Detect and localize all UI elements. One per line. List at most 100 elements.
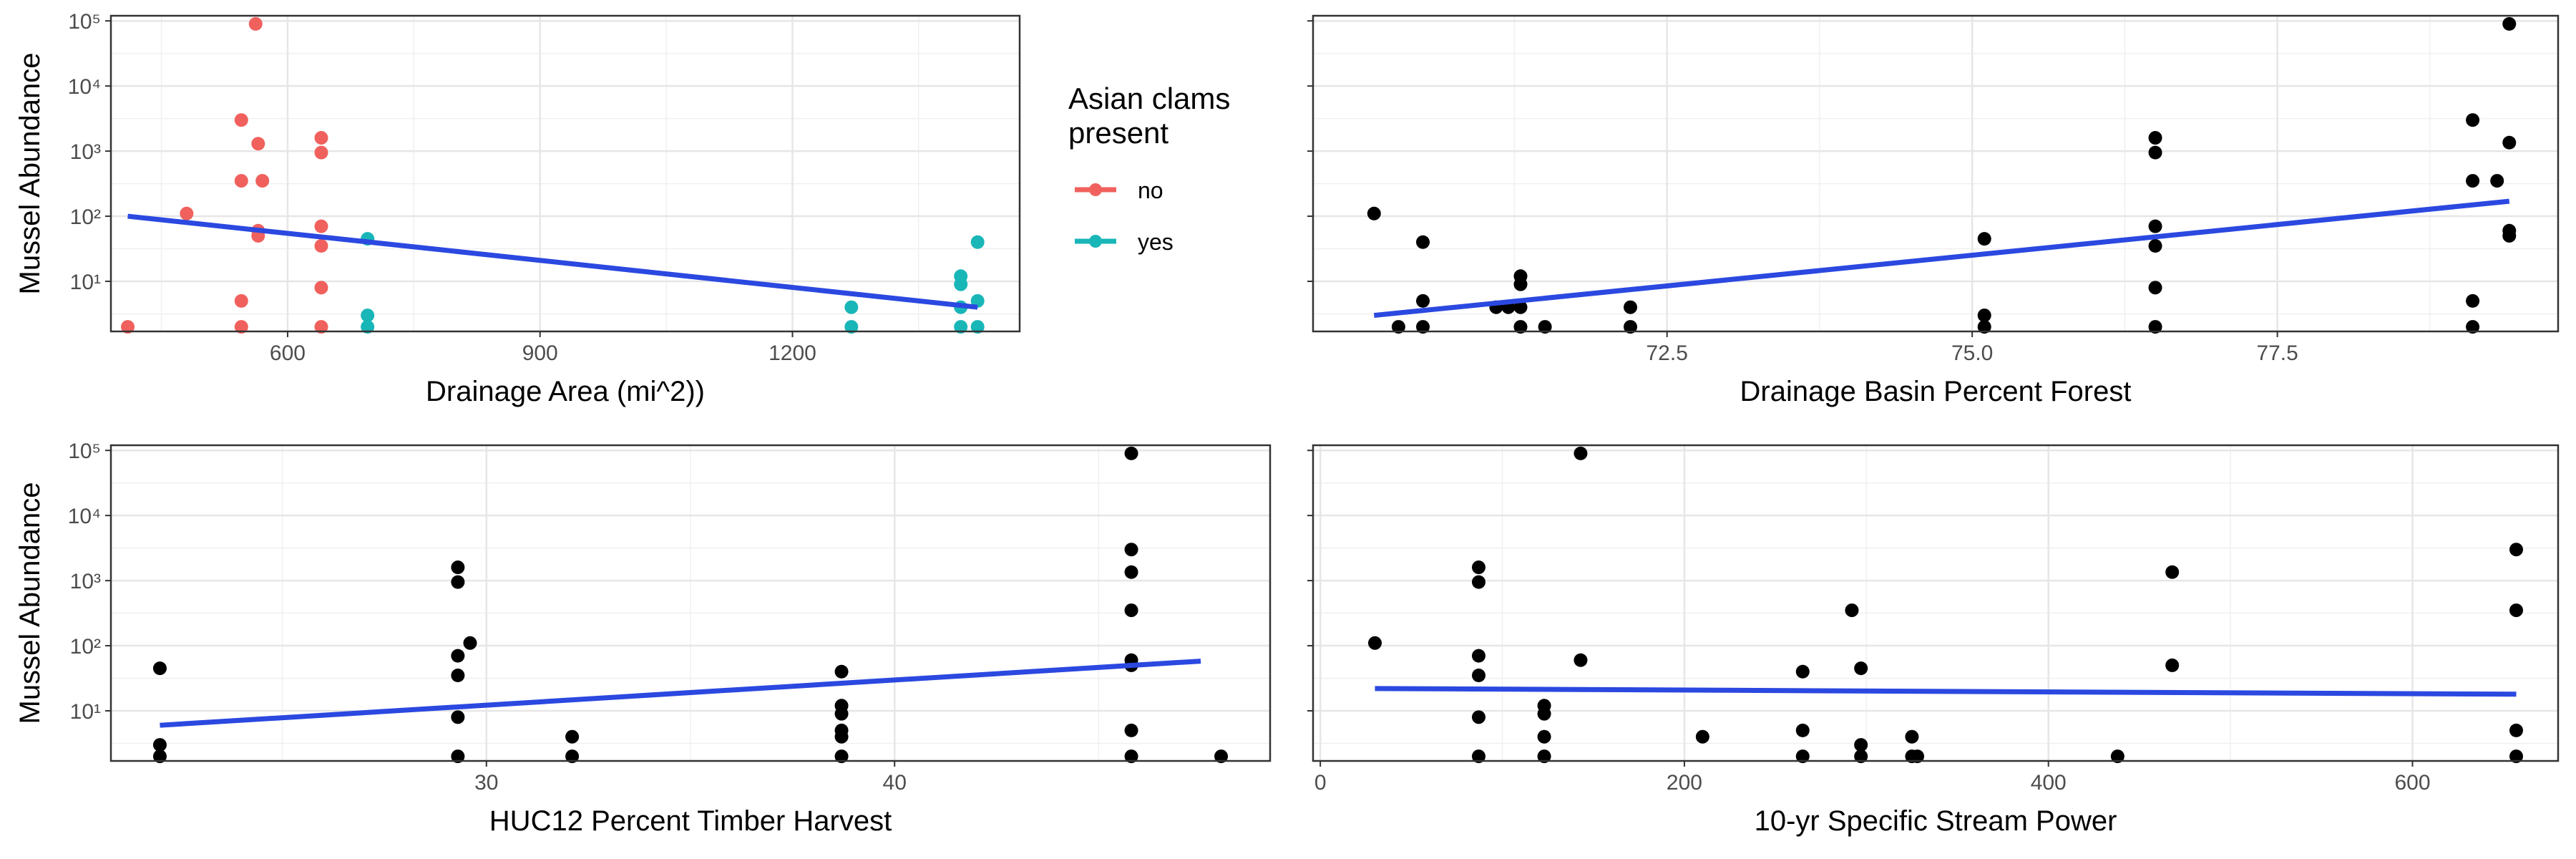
data-point (451, 575, 465, 589)
data-point (1513, 320, 1528, 334)
data-point (844, 320, 859, 334)
data-point (1471, 575, 1485, 589)
y-tick-label: 10² (70, 205, 101, 229)
data-point (970, 293, 985, 308)
data-point (451, 710, 465, 724)
data-point (451, 560, 465, 575)
data-point (1367, 636, 1382, 650)
y-axis-title: Mussel Abundance (14, 482, 46, 724)
data-point (1214, 749, 1229, 764)
data-point (234, 293, 248, 308)
data-point (1977, 320, 1991, 334)
y-tick-label: 10⁴ (68, 505, 101, 528)
x-tick-label: 600 (2394, 771, 2430, 795)
regression-line (1375, 686, 2517, 697)
x-tick-label: 1200 (769, 341, 816, 365)
data-point (1471, 749, 1485, 764)
data-point (970, 235, 985, 249)
y-tick-label: 10⁵ (68, 10, 101, 34)
data-point (1471, 710, 1485, 724)
y-tick-label: 10³ (70, 140, 101, 164)
data-point (2165, 658, 2180, 672)
data-point (451, 649, 465, 663)
x-tick-label: 77.5 (2256, 341, 2298, 365)
data-point (1471, 560, 1485, 575)
data-point (1854, 738, 1868, 752)
data-point (834, 707, 849, 721)
data-point (234, 174, 248, 188)
data-point (1538, 320, 1552, 334)
data-point (1124, 446, 1138, 460)
data-point (1537, 707, 1551, 721)
panel-timber-harvest: 30 40 10¹ 10² 10³ 10⁴ 10⁵ HUC12 Percent Timber … (14, 440, 1272, 837)
y-tick-label: 10⁴ (68, 75, 101, 99)
data-point (1574, 446, 1588, 460)
data-point (844, 300, 859, 314)
legend-label-yes: yes (1138, 229, 1174, 255)
data-point (1795, 723, 1810, 737)
data-point (1695, 729, 1709, 744)
panel-border (1312, 14, 2560, 333)
data-point (1854, 749, 1868, 764)
y-axis-title: Mussel Abundance (14, 52, 46, 294)
data-point (463, 636, 477, 650)
legend-key-no: no (1075, 178, 1163, 203)
data-point (1854, 661, 1868, 676)
data-point (451, 749, 465, 764)
panel-background (1313, 445, 2558, 761)
data-point (451, 669, 465, 683)
data-point (2148, 219, 2162, 233)
y-tick-label: 10³ (70, 570, 101, 593)
x-tick-label: 72.5 (1646, 341, 1688, 365)
data-point (1391, 320, 1405, 334)
data-point (565, 729, 580, 744)
data-point (1537, 729, 1551, 744)
data-point (2148, 145, 2162, 160)
x-axis-title: Drainage Area (mi^2)) (426, 376, 705, 407)
x-tick-label: 900 (522, 341, 558, 365)
legend-key-no-dot (1089, 183, 1102, 196)
data-point (1905, 729, 1919, 744)
legend-title-line1: Asian clams (1068, 82, 1230, 115)
y-tick-label: 10¹ (70, 271, 101, 294)
data-point (1977, 309, 1991, 323)
data-point (1471, 649, 1485, 663)
data-point (1624, 320, 1638, 334)
data-point (2490, 174, 2504, 188)
panel-border (1312, 444, 2560, 762)
panel-background (111, 16, 1020, 331)
data-point (1124, 603, 1138, 618)
data-point (2466, 174, 2480, 188)
data-point (1574, 653, 1588, 667)
data-point (152, 661, 167, 676)
legend-key-yes-dot (1089, 235, 1102, 248)
data-point (361, 309, 375, 323)
data-point (234, 320, 248, 334)
data-point (1416, 235, 1430, 249)
x-axis-title: 10-yr Specific Stream Power (1755, 805, 2117, 837)
data-point (314, 219, 328, 233)
data-point (1124, 565, 1138, 579)
data-point (248, 16, 263, 31)
data-point (314, 281, 328, 295)
data-point (121, 320, 135, 334)
panel-border (109, 14, 1021, 333)
panel-border (109, 444, 1272, 762)
x-tick-label: 200 (1667, 771, 1702, 795)
y-tick-label: 10¹ (70, 700, 101, 724)
data-point (1124, 543, 1138, 557)
legend: Asian clams present no yes (1068, 82, 1230, 255)
data-point (2466, 113, 2480, 127)
data-point (152, 738, 167, 752)
data-point (1513, 277, 1528, 291)
regression-line (1373, 198, 2510, 319)
data-point (2509, 603, 2523, 618)
data-point (1416, 320, 1430, 334)
x-tick-label: 75.0 (1951, 341, 1993, 365)
data-point (1977, 232, 1991, 246)
data-point (2148, 239, 2162, 253)
data-point (1624, 300, 1638, 314)
data-point (2509, 723, 2523, 737)
data-point (834, 749, 849, 764)
